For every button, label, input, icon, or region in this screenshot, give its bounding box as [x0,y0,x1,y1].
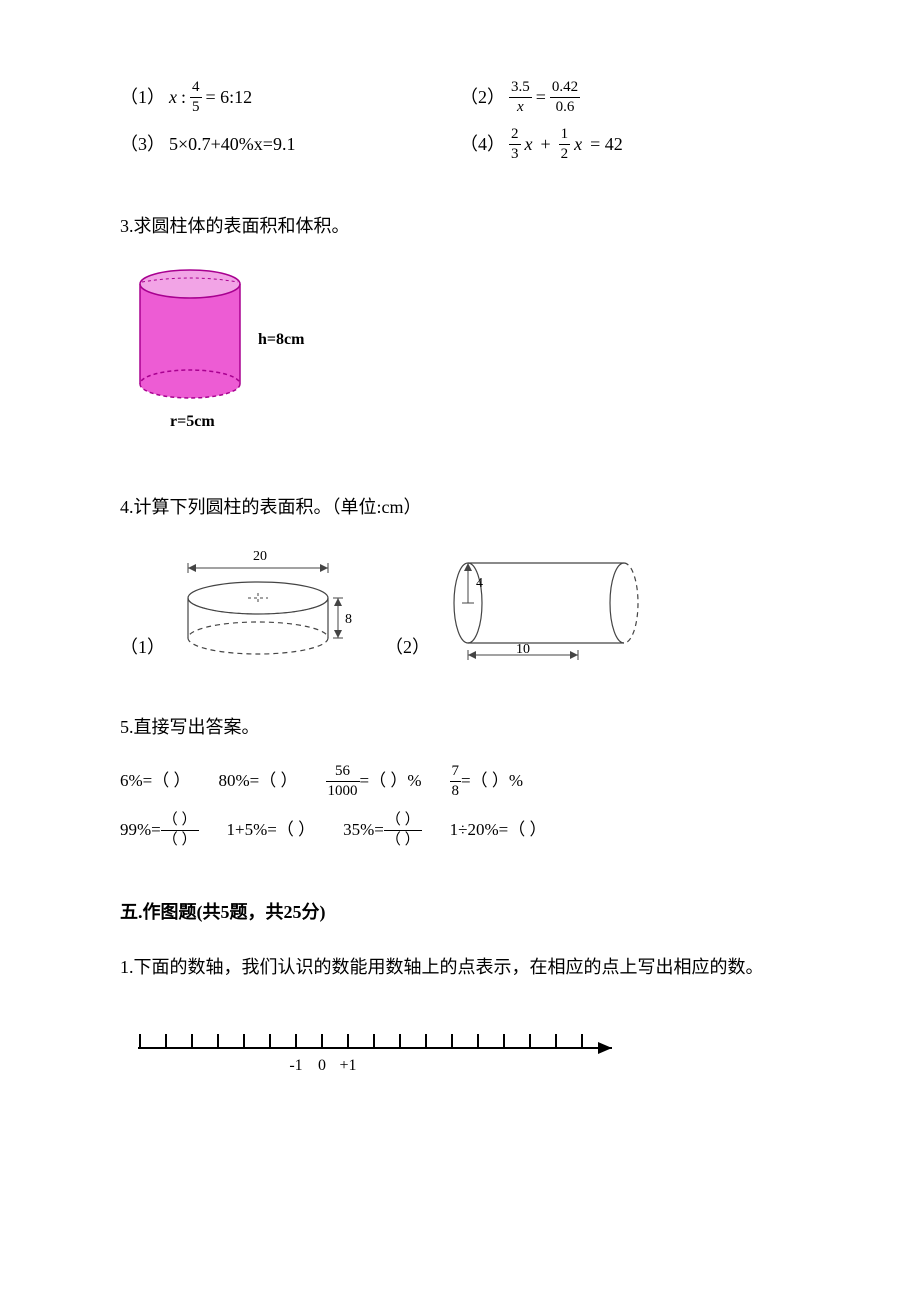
svg-text:-1: -1 [289,1057,302,1074]
var-x: x [169,81,177,113]
fraction: 1 2 [559,127,571,162]
fraction: 3.5 x [509,80,532,115]
problem-index: （2） [460,81,505,113]
blank-fraction: （ ） （ ） [384,813,422,848]
fraction: 4 5 [190,80,202,115]
problem-1: （1） x : 4 5 = 6:12 [120,80,460,115]
fill-item: 1+5%= （ ） [227,815,316,846]
problem-4: （4） 2 3 x + 1 2 x = 42 [460,127,800,162]
cylinder-figure: h=8cm r=5cm [120,262,380,442]
fill-item: 7 8 =（ ）% [450,764,524,799]
fill-item: 80%= （ ） [219,766,298,797]
number-line: -1 0 +1 [120,1018,800,1098]
question-3-prompt: 3.求圆柱体的表面积和体积。 [120,210,800,242]
fill-item: 56 1000 =（ ）% [326,764,422,799]
problem-set-1: （1） x : 4 5 = 6:12 （2） 3.5 x = 0.42 0.6 … [120,80,800,162]
height-label: h=8cm [258,326,304,355]
fill-item: 35%= （ ） （ ） [343,813,422,848]
blank-fraction: （ ） （ ） [161,813,199,848]
problem-index: （1） [120,81,165,113]
problem-index: （3） [120,128,165,160]
fill-row-1: 6%= （ ） 80%= （ ） 56 1000 =（ ）% 7 8 =（ ）% [120,764,800,799]
question-5-prompt: 5.直接写出答案。 [120,711,800,743]
fill-item: 1÷20%= （ ） [450,815,547,846]
svg-text:+1: +1 [339,1057,356,1074]
question-4-figures: （1） 20 8 （2） [120,543,800,663]
figure-1-index: （1） [120,631,165,663]
fraction: 0.42 0.6 [550,80,580,115]
cylinder-svg [120,262,360,432]
section-5-title: 五.作图题(共5题，共25分) [120,896,800,928]
svg-text:0: 0 [318,1057,326,1074]
cylinder-upright-svg: 20 8 [173,543,353,663]
fill-item: 6%= （ ） [120,766,191,797]
section-5-q1: 1.下面的数轴，我们认识的数能用数轴上的点表示，在相应的点上写出相应的数。 [120,948,800,988]
len-label: 10 [516,642,530,657]
fill-item: 99%= （ ） （ ） [120,813,199,848]
question-4-prompt: 4.计算下列圆柱的表面积。（单位:cm） [120,491,800,523]
fraction: 7 8 [450,764,462,799]
r-label: 4 [476,576,483,591]
cylinder-side-svg: 4 10 [438,543,658,663]
fraction: 56 1000 [326,764,360,799]
problem-3: （3） 5×0.7+40%x=9.1 [120,127,460,162]
problem-index: （4） [460,128,505,160]
fraction: 2 3 [509,127,521,162]
h-label: 8 [345,612,352,627]
problem-2: （2） 3.5 x = 0.42 0.6 [460,80,800,115]
figure-2-index: （2） [385,631,430,663]
number-line-svg: -1 0 +1 [120,1018,640,1088]
w-label: 20 [253,549,267,564]
radius-label: r=5cm [170,408,215,437]
fill-row-2: 99%= （ ） （ ） 1+5%= （ ） 35%= （ ） （ ） 1÷20… [120,813,800,848]
